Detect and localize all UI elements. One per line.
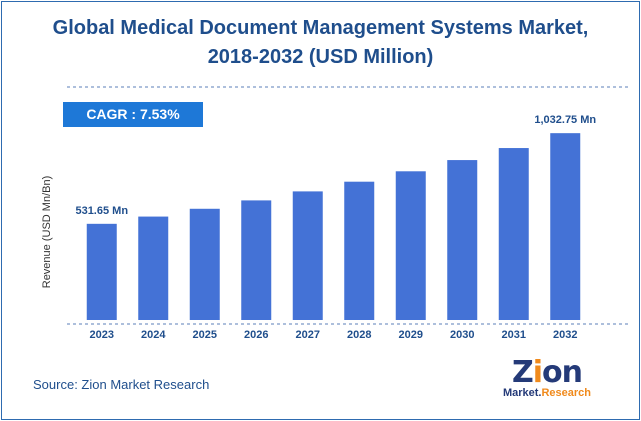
chart-title: Global Medical Document Management Syste… xyxy=(0,14,641,72)
x-tick-2029: 2029 xyxy=(399,329,423,341)
source-note: Source: Zion Market Research xyxy=(33,377,210,392)
bar-2023 xyxy=(86,223,117,320)
x-tick-2030: 2030 xyxy=(450,329,474,341)
x-tick-2024: 2024 xyxy=(141,329,166,341)
x-tick-2027: 2027 xyxy=(296,329,320,341)
x-tick-2023: 2023 xyxy=(90,329,114,341)
bar-2024 xyxy=(138,216,169,320)
cagr-badge: CAGR : 7.53% xyxy=(63,102,203,127)
logo-subtitle: Market.Research xyxy=(502,387,592,399)
zion-logo: Zion Market.Research xyxy=(497,358,597,408)
logo-wordmark: Zion xyxy=(511,355,583,390)
x-tick-2026: 2026 xyxy=(244,329,268,341)
bar-2026 xyxy=(241,200,272,320)
bar-2028 xyxy=(344,181,375,320)
x-tick-2025: 2025 xyxy=(193,329,217,341)
x-tick-2032: 2032 xyxy=(553,329,577,341)
bar-2025 xyxy=(189,208,220,320)
bar-2029 xyxy=(395,171,426,320)
x-tick-2028: 2028 xyxy=(347,329,371,341)
bar-2032 xyxy=(550,133,581,320)
chart-title-line1: Global Medical Document Management Syste… xyxy=(52,17,589,39)
data-label-2023: 531.65 Mn xyxy=(75,205,128,217)
chart-title-line2: 2018-2032 (USD Million) xyxy=(207,46,434,68)
bar-2031 xyxy=(498,148,529,320)
data-label-2032: 1,032.75 Mn xyxy=(534,114,596,126)
bar-2030 xyxy=(447,160,478,320)
x-tick-2031: 2031 xyxy=(502,329,526,341)
bar-2027 xyxy=(292,191,323,320)
